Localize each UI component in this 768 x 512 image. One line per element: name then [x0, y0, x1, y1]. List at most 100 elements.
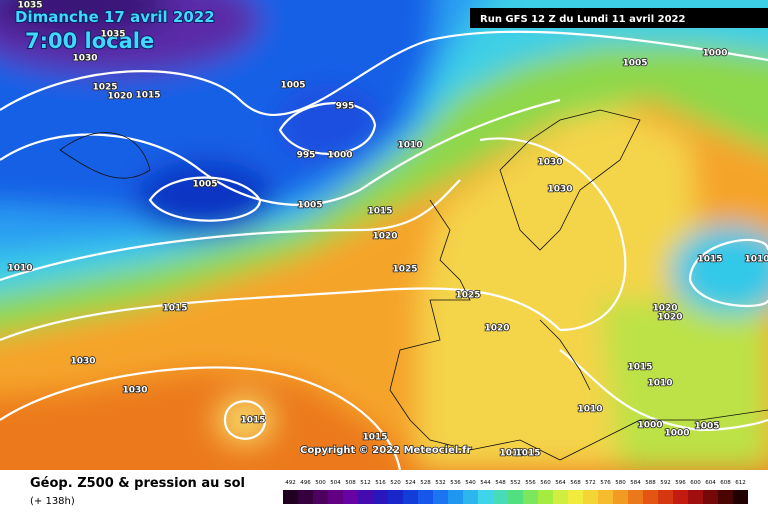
isobar-label: 1020	[484, 324, 509, 334]
isobar-label: 1035	[17, 1, 42, 11]
scale-swatch	[673, 490, 688, 504]
scale-label: 556	[525, 480, 536, 486]
scale-label: 492	[285, 480, 296, 486]
scale-swatch	[733, 490, 748, 504]
scale-swatch	[358, 490, 373, 504]
legend-title: Géop. Z500 & pression au sol	[30, 476, 245, 491]
scale-swatch	[298, 490, 313, 504]
isobar-label: 1030	[70, 357, 95, 367]
scale-swatch	[538, 490, 553, 504]
isobar-label: 1005	[192, 180, 217, 190]
run-label: Run GFS 12 Z du Lundi 11 avril 2022	[480, 14, 686, 25]
scale-label: 508	[345, 480, 356, 486]
scale-label: 560	[540, 480, 551, 486]
isobar-label: 995	[336, 102, 355, 112]
scale-label: 584	[630, 480, 641, 486]
scale-swatch	[718, 490, 733, 504]
isobar-label: 995	[297, 151, 316, 161]
isobar-label: 1005	[297, 201, 322, 211]
isobar-label: 1015	[515, 449, 540, 459]
scale-label: 500	[315, 480, 326, 486]
scale-label: 588	[645, 480, 656, 486]
scale-label: 516	[375, 480, 386, 486]
isobar-label: 1000	[664, 429, 689, 439]
date: Dimanche 17 avril 2022	[15, 8, 215, 26]
scale-swatch	[508, 490, 523, 504]
scale-swatch	[568, 490, 583, 504]
isobar-label: 1035	[100, 30, 125, 40]
scale-swatch	[478, 490, 493, 504]
scale-swatch	[523, 490, 538, 504]
field	[0, 0, 768, 470]
scale-label: 600	[690, 480, 701, 486]
scale-swatch	[613, 490, 628, 504]
scale-swatch	[343, 490, 358, 504]
isobar-label: 1015	[697, 255, 722, 265]
scale-label: 528	[420, 480, 431, 486]
scale-swatch	[403, 490, 418, 504]
scale-label: 512	[360, 480, 371, 486]
scale-swatch	[553, 490, 568, 504]
isobar-label: 1030	[122, 386, 147, 396]
scale-label: 580	[615, 480, 626, 486]
isobar-label: 1030	[537, 158, 562, 168]
isobar-label: 1000	[637, 421, 662, 431]
run-box	[470, 8, 768, 28]
isobar-label: 1015	[135, 91, 160, 101]
isobar-label: 1020	[652, 304, 677, 314]
legend-lead: (+ 138h)	[30, 496, 75, 507]
isobar-label: 1010	[7, 264, 32, 274]
scale-swatch	[493, 490, 508, 504]
isobar-label: 1030	[72, 54, 97, 64]
scale-label: 552	[510, 480, 521, 486]
isobar-label: 1020	[107, 92, 132, 102]
scale-label: 592	[660, 480, 671, 486]
scale-label: 532	[435, 480, 446, 486]
scale-label: 544	[480, 480, 491, 486]
isobars	[0, 30, 768, 470]
scale-label: 568	[570, 480, 581, 486]
scale-label: 496	[300, 480, 311, 486]
scale-label: 576	[600, 480, 611, 486]
scale-label: 548	[495, 480, 506, 486]
scale-swatch	[283, 490, 298, 504]
scale-swatch	[688, 490, 703, 504]
isobar-label: 1010	[397, 141, 422, 151]
isobar-label: 1005	[694, 422, 719, 432]
isobar-label: 1025	[392, 265, 417, 275]
isobar-label: 1015	[627, 363, 652, 373]
isobar-label: 1025	[92, 83, 117, 93]
scale-label: 564	[555, 480, 566, 486]
scale-label: 604	[705, 480, 716, 486]
isobar-label: 1000	[702, 49, 727, 59]
time: 7:00 locale	[25, 29, 154, 53]
scale-swatch	[373, 490, 388, 504]
isobar-label: 1030	[547, 185, 572, 195]
scale-label: 540	[465, 480, 476, 486]
copyright: Copyright © 2022 Meteociel.fr	[300, 445, 471, 456]
isobar-label: 1015	[367, 207, 392, 217]
scale-swatch	[628, 490, 643, 504]
scale-swatch	[463, 490, 478, 504]
scale-swatch	[583, 490, 598, 504]
scale-swatch	[388, 490, 403, 504]
isobar-label: 1015	[240, 416, 265, 426]
isobar-label: 1005	[622, 59, 647, 69]
scale-label: 572	[585, 480, 596, 486]
scale-swatch	[703, 490, 718, 504]
scale-swatch	[448, 490, 463, 504]
isobar-label: 1015	[162, 304, 187, 314]
scale-swatch	[598, 490, 613, 504]
scale-label: 608	[720, 480, 731, 486]
scale-label: 520	[390, 480, 401, 486]
scale-label: 524	[405, 480, 416, 486]
scale-swatch	[658, 490, 673, 504]
isobar-label: 1020	[372, 232, 397, 242]
scale-swatch	[313, 490, 328, 504]
isobar-label: 1005	[280, 81, 305, 91]
scale-label: 612	[735, 480, 746, 486]
isobar-label: 1025	[455, 291, 480, 301]
isobar-label: 1015	[362, 433, 387, 443]
isobar-label: 1010	[647, 379, 672, 389]
